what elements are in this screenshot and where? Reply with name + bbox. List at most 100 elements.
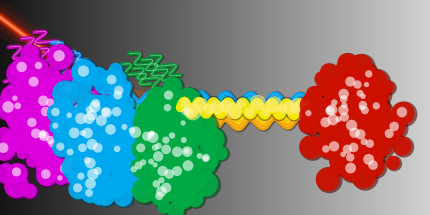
Point — [71, 91, 78, 94]
Point — [158, 196, 165, 200]
Point — [313, 117, 320, 121]
Point — [354, 91, 361, 94]
Point — [341, 139, 347, 142]
Point — [166, 170, 173, 173]
Point — [367, 142, 374, 146]
Point — [67, 150, 74, 154]
Point — [37, 149, 44, 152]
Point — [52, 155, 59, 158]
Point — [116, 112, 123, 115]
Point — [159, 162, 166, 165]
Point — [151, 187, 158, 190]
Point — [209, 160, 215, 163]
Bar — [420, 0, 421, 215]
Point — [347, 86, 353, 89]
Bar — [249, 0, 250, 215]
Point — [42, 134, 49, 137]
Bar — [93, 0, 94, 215]
Point — [108, 172, 114, 175]
Point — [69, 134, 76, 138]
Point — [342, 92, 349, 96]
Bar — [94, 0, 95, 215]
Bar — [27, 0, 28, 215]
Point — [59, 145, 66, 149]
Point — [97, 138, 104, 142]
Point — [401, 112, 408, 116]
Point — [26, 134, 33, 137]
Point — [340, 97, 347, 101]
Point — [52, 144, 59, 147]
Point — [50, 169, 57, 173]
Point — [171, 94, 178, 98]
Point — [198, 113, 205, 116]
Point — [142, 163, 149, 166]
Point — [344, 164, 351, 167]
Bar — [158, 0, 159, 215]
Point — [344, 93, 350, 97]
Point — [38, 97, 45, 100]
Point — [123, 126, 129, 129]
Point — [14, 171, 21, 175]
Bar — [233, 0, 234, 215]
Point — [65, 87, 72, 91]
Point — [183, 149, 190, 153]
Point — [154, 96, 161, 100]
Point — [152, 163, 159, 167]
Point — [149, 186, 156, 189]
Point — [111, 123, 118, 127]
Point — [153, 145, 160, 149]
Point — [342, 107, 349, 111]
Point — [338, 68, 344, 71]
Bar — [353, 0, 354, 215]
Bar — [204, 0, 205, 215]
Point — [69, 129, 76, 133]
Point — [68, 152, 74, 155]
Point — [185, 165, 192, 169]
Point — [163, 138, 169, 142]
Point — [322, 140, 329, 143]
Point — [90, 138, 97, 142]
Bar — [33, 0, 34, 215]
Bar — [165, 0, 166, 215]
Bar — [73, 0, 74, 215]
Point — [56, 121, 63, 124]
Bar — [202, 0, 203, 215]
Point — [40, 90, 47, 93]
Point — [368, 74, 375, 78]
Point — [86, 126, 93, 129]
Point — [359, 94, 366, 97]
Point — [351, 126, 358, 129]
Bar — [16, 0, 17, 215]
Point — [330, 88, 337, 91]
Point — [87, 180, 94, 184]
Bar — [317, 0, 318, 215]
Point — [81, 71, 88, 74]
Point — [148, 170, 155, 173]
Bar — [361, 0, 362, 215]
Point — [73, 176, 80, 180]
Point — [117, 78, 123, 81]
Point — [68, 127, 75, 130]
Point — [160, 181, 167, 184]
Point — [39, 143, 46, 146]
Point — [150, 162, 157, 165]
Point — [13, 134, 20, 137]
Point — [203, 159, 209, 163]
Point — [92, 101, 99, 105]
Bar — [374, 0, 375, 215]
Bar — [294, 0, 295, 215]
Point — [173, 192, 180, 195]
Point — [160, 120, 167, 123]
Point — [87, 161, 94, 165]
Bar — [14, 0, 15, 215]
Bar — [191, 0, 192, 215]
Point — [180, 198, 187, 201]
Point — [92, 134, 98, 138]
Point — [313, 93, 319, 97]
Point — [169, 193, 176, 196]
Point — [32, 132, 39, 135]
Point — [93, 103, 100, 106]
Point — [206, 143, 213, 147]
Point — [102, 150, 109, 154]
Point — [93, 135, 100, 139]
